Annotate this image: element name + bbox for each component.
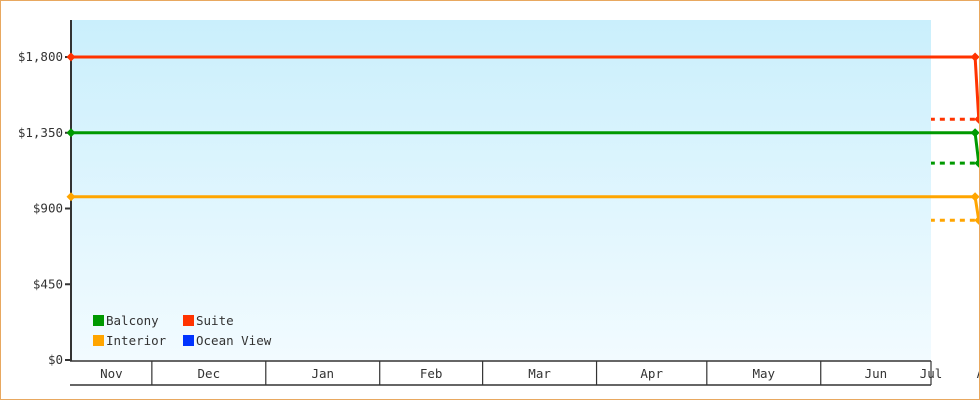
data-point <box>974 158 979 168</box>
plot-area <box>71 20 931 360</box>
series-line-suite <box>71 55 979 121</box>
x-month-label: Nov <box>100 366 123 381</box>
data-point <box>66 128 76 138</box>
data-point <box>970 192 979 202</box>
y-tick-label: $1,350 <box>18 125 63 140</box>
x-month-label: Jul <box>920 366 943 381</box>
series-line-balcony <box>71 131 979 165</box>
legend-swatch <box>93 315 104 326</box>
legend-swatch <box>183 335 194 346</box>
y-tick-label: $0 <box>48 352 63 367</box>
legend-swatch <box>183 315 194 326</box>
x-month-label: Feb <box>420 366 443 381</box>
legend-swatch <box>93 335 104 346</box>
x-month-label: Dec <box>198 366 221 381</box>
series-line-interior <box>71 195 979 222</box>
y-tick-label: $450 <box>33 276 63 291</box>
legend-label: Ocean View <box>196 333 272 348</box>
legend-label: Balcony <box>106 313 159 328</box>
legend-label: Interior <box>106 333 167 348</box>
y-tick-label: $1,800 <box>18 49 63 64</box>
data-point <box>970 128 979 138</box>
data-point <box>974 114 979 124</box>
data-point <box>66 192 76 202</box>
y-tick-label: $900 <box>33 201 63 216</box>
x-month-label: Jun <box>865 366 888 381</box>
x-month-label: Aug <box>977 366 980 381</box>
data-point <box>66 52 76 62</box>
x-month-label: Apr <box>640 366 663 381</box>
data-point <box>974 215 979 225</box>
legend-label: Suite <box>196 313 234 328</box>
x-month-label: Mar <box>528 366 551 381</box>
data-point <box>970 52 979 62</box>
x-month-label: Jan <box>311 366 334 381</box>
x-month-label: May <box>752 366 775 381</box>
